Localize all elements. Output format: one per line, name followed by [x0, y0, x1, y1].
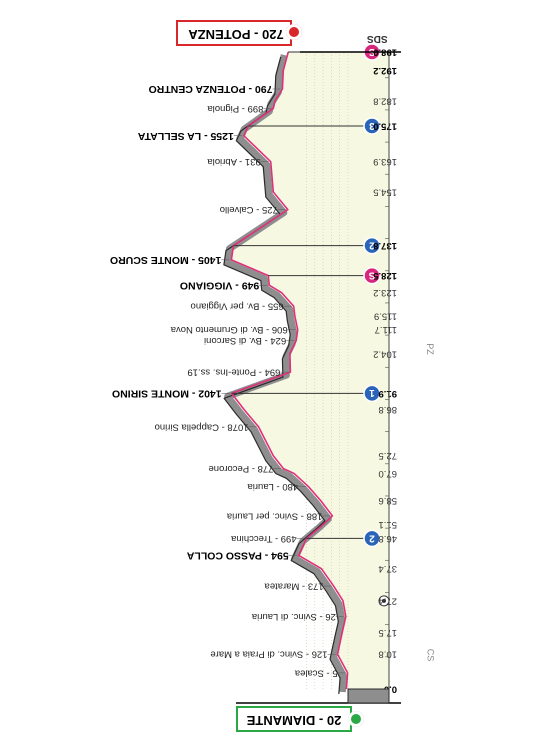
place-label: 694 - Ponte-Ins. ss.19 [187, 367, 280, 378]
place-label: 1405 - MONTE SCURO [110, 254, 221, 266]
profile-badge-layer: 21S23S [363, 43, 390, 607]
km-label: 137.8 [373, 240, 397, 251]
km-label: 123.2 [373, 287, 397, 298]
km-label: 27.4 [379, 595, 398, 606]
climb-badge-icon [363, 266, 381, 285]
km-label: 175.0 [373, 120, 397, 131]
profile-road-layer [223, 51, 349, 695]
place-label: 606 - Bv. di Grumento Nova [170, 324, 288, 335]
climb-badge-text: 3 [369, 120, 375, 131]
start-flag-icon [348, 711, 364, 727]
place-label: 949 - VIGGIANO [180, 279, 259, 291]
km-label: 51.1 [379, 519, 398, 530]
climb-badge-text: 1 [369, 387, 375, 398]
sprint-marker-dot [382, 598, 386, 603]
start-label: 20 - DIAMANTE [246, 713, 342, 728]
finish-box: 720 - POTENZA [176, 20, 292, 46]
place-label: 655 - Bv. per Viggiano [190, 301, 283, 312]
km-label: 128.5 [373, 270, 397, 281]
km-label: 46.8 [379, 533, 398, 544]
place-label: 173 - Maratea [264, 581, 324, 592]
profile-label-layer: 0.0 5 - Scalea 126 - Svinc. di Praia a Mar… [110, 46, 397, 694]
place-label: 624 - Bv. di Sarconi [204, 335, 286, 346]
place-label: 778 - Pecorone [208, 463, 273, 474]
climb-badge-text: 2 [369, 240, 375, 251]
km-label: 10.8 [379, 649, 398, 660]
profile-line [230, 51, 349, 690]
place-label: 499 - Trecchina [230, 533, 296, 544]
km-label: 104.2 [373, 348, 397, 359]
km-label: 182.8 [373, 95, 397, 106]
place-label: 5 - Scalea [294, 667, 337, 678]
place-label: 126 - Svinc. di Praia a Mare [210, 649, 327, 660]
km-label: 163.9 [373, 156, 397, 167]
profile-fill-layer [231, 52, 389, 689]
place-label: 931 - Abriola [207, 156, 261, 167]
place-label: 1402 - MONTE SIRINO [112, 388, 222, 400]
km-label: 17.5 [379, 627, 398, 638]
place-label: 1255 - LA SELLATA [137, 130, 233, 142]
place-label: 1078 - Cappella Sirino [155, 421, 249, 432]
km-label: 37.4 [379, 563, 398, 574]
km-label: 192.2 [373, 65, 397, 76]
road-ribbon [223, 54, 348, 693]
km-label: 67.0 [379, 468, 398, 479]
start-box: 20 - DIAMANTE [236, 706, 352, 732]
climb-badge-icon [363, 236, 381, 255]
place-label: 725 - Calvello [220, 204, 278, 215]
place-label: 594 - PASSO COLLA [186, 550, 288, 562]
climb-badge-icon [363, 117, 381, 135]
upper-region-marker: PZ [424, 343, 435, 355]
profile-grid-layer [306, 52, 389, 689]
km-label: 154.5 [373, 186, 397, 197]
profile-frame-layer [236, 51, 401, 704]
climb-badge-text: S [368, 269, 375, 280]
lower-region-marker: CS [425, 648, 436, 662]
profile-area-fill [231, 52, 389, 689]
climb-badge-icon [363, 529, 381, 548]
place-label: 26 - Svinc. di Lauria [251, 611, 336, 622]
km-label: 115.9 [374, 311, 397, 322]
start-base-block [347, 688, 390, 704]
place-label: 899 - Pignola [207, 103, 264, 114]
place-label: 790 - POTENZA CENTRO [149, 83, 273, 95]
km-label: 58.6 [379, 495, 398, 506]
climb-badge-icon [363, 384, 381, 403]
top-badge-text: SDS [367, 33, 388, 44]
place-label: 480 - Lauria [247, 481, 298, 492]
finish-flag-icon [286, 24, 302, 40]
place-label: 188 - Svinc. per Lauria [226, 510, 322, 521]
finish-label: 720 - POTENZA [188, 27, 284, 42]
km-label: 0.0 [384, 683, 397, 694]
km-label: 91.9 [379, 388, 398, 399]
km-label: 72.5 [379, 450, 398, 461]
km-label: 111.7 [375, 324, 397, 335]
road-ribbon-edge [223, 56, 341, 695]
climb-badge-text: 2 [369, 532, 375, 543]
km-label: 86.8 [379, 404, 398, 415]
